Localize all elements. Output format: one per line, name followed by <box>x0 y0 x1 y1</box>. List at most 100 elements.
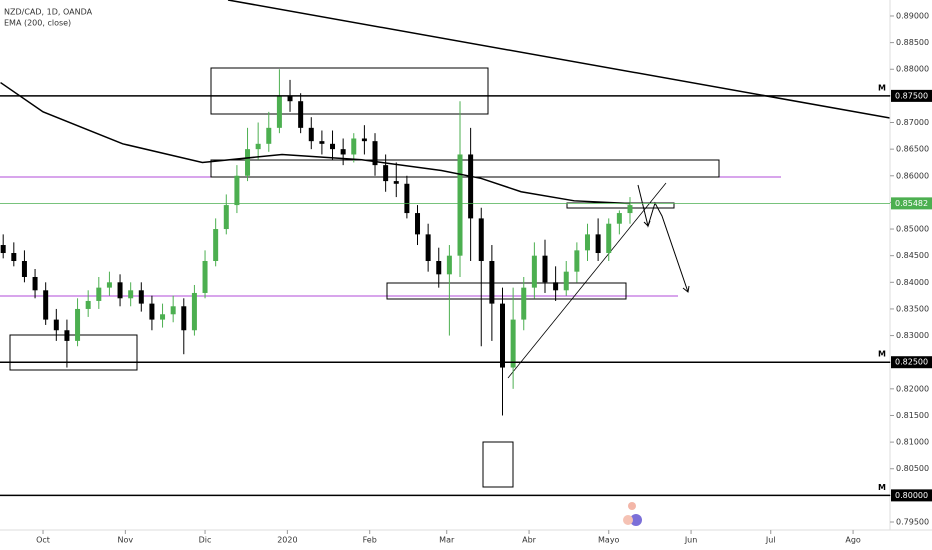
candle-body <box>266 127 272 144</box>
candle-body <box>606 223 612 254</box>
event-icon[interactable] <box>628 502 636 510</box>
candle-body <box>0 245 6 254</box>
x-tick-label: Nov <box>118 536 134 545</box>
candle-body <box>383 165 389 182</box>
indicator-label: EMA (200, close) <box>4 19 71 28</box>
zone-box <box>9 334 138 371</box>
candle-body <box>298 101 304 128</box>
candle-body <box>340 149 346 155</box>
zone-box <box>482 441 514 488</box>
candle-body <box>563 271 569 291</box>
level-marker: M <box>878 483 886 492</box>
event-icon[interactable] <box>630 514 642 526</box>
projection-arrow <box>637 184 689 293</box>
candle-body <box>43 290 49 320</box>
y-tick-label: 0.83500 <box>896 304 929 313</box>
arrow-head <box>682 285 690 293</box>
y-tick-label: 0.81500 <box>896 411 929 420</box>
ema-line <box>0 81 631 205</box>
candle-body <box>21 261 27 277</box>
candle-body <box>330 143 336 150</box>
arrow-head <box>643 220 651 227</box>
candle-body <box>96 287 102 301</box>
candle-body <box>351 138 357 155</box>
level-label-bg <box>891 489 932 502</box>
y-tick-label: 0.88000 <box>896 65 929 74</box>
level-label: 0.82500 <box>895 358 928 367</box>
candle-body <box>415 213 421 235</box>
candle-body <box>160 314 166 320</box>
level-marker: M <box>878 350 886 359</box>
x-tick-label: Abr <box>522 536 537 545</box>
y-tick-label: 0.86000 <box>896 171 929 180</box>
y-tick-label: 0.89000 <box>896 11 929 20</box>
candle-body <box>489 261 495 304</box>
candle-body <box>446 255 452 275</box>
candle-body <box>234 175 240 206</box>
zone-box <box>210 67 489 115</box>
candle-body <box>11 253 17 262</box>
candle-body <box>213 229 219 262</box>
candle-body <box>75 308 81 341</box>
candle-body <box>149 303 155 320</box>
candle-body <box>181 306 187 331</box>
candle-body <box>510 319 516 368</box>
y-tick-label: 0.79500 <box>896 518 929 527</box>
candle-body <box>500 303 506 368</box>
x-tick-label: Ago <box>845 536 861 545</box>
candle-body <box>425 234 431 262</box>
candle-body <box>32 276 38 291</box>
level-label-bg <box>891 356 932 369</box>
zone-box <box>386 282 627 300</box>
x-tick-label: Feb <box>363 536 377 545</box>
candle-body <box>404 183 410 214</box>
candle-body <box>361 138 367 142</box>
candle-body <box>627 205 633 214</box>
x-tick-label: Jul <box>765 536 776 545</box>
x-tick-label: Jun <box>684 536 698 545</box>
candle-body <box>287 95 293 102</box>
candle-body <box>468 154 474 219</box>
candle-body <box>117 282 123 299</box>
candle-body <box>319 141 325 144</box>
level-label-bg <box>891 89 932 102</box>
y-tick-label: 0.85000 <box>896 225 929 234</box>
candle-body <box>255 143 261 150</box>
candle-body <box>128 290 134 299</box>
candle-body <box>531 255 537 288</box>
candle-body <box>245 149 251 176</box>
candle-body <box>616 213 622 224</box>
last-price-bg <box>891 197 932 210</box>
candle-body <box>202 261 208 293</box>
candle-body <box>478 218 484 262</box>
y-tick-label: 0.80500 <box>896 464 929 473</box>
drawings <box>0 0 891 526</box>
event-icon[interactable] <box>623 515 633 525</box>
y-tick-label: 0.82000 <box>896 384 929 393</box>
candle-body <box>595 234 601 254</box>
y-tick-label: 0.87000 <box>896 118 929 127</box>
y-tick-label: 0.88500 <box>896 38 929 47</box>
candle-body <box>436 261 442 275</box>
y-tick-label: 0.84500 <box>896 251 929 260</box>
candle-body <box>138 290 144 304</box>
candle-body <box>191 292 197 331</box>
candle-body <box>223 205 229 230</box>
candle-body <box>276 95 282 128</box>
last-price-label: 0.85482 <box>895 199 928 208</box>
candle-body <box>574 250 580 272</box>
candle-body <box>521 287 527 320</box>
trend-line <box>507 182 667 379</box>
y-tick-label: 0.83000 <box>896 331 929 340</box>
x-tick-label: Oct <box>36 536 50 545</box>
candle-body <box>393 181 399 184</box>
zone-box <box>210 159 720 178</box>
candle-body <box>584 234 590 251</box>
level-label: 0.87500 <box>895 91 928 100</box>
candle-body <box>64 330 70 341</box>
candle-body <box>53 319 59 331</box>
level-marker: M <box>878 83 886 92</box>
candle-body <box>106 282 112 288</box>
x-tick-label: Mar <box>439 536 455 545</box>
candle-body <box>85 300 91 309</box>
